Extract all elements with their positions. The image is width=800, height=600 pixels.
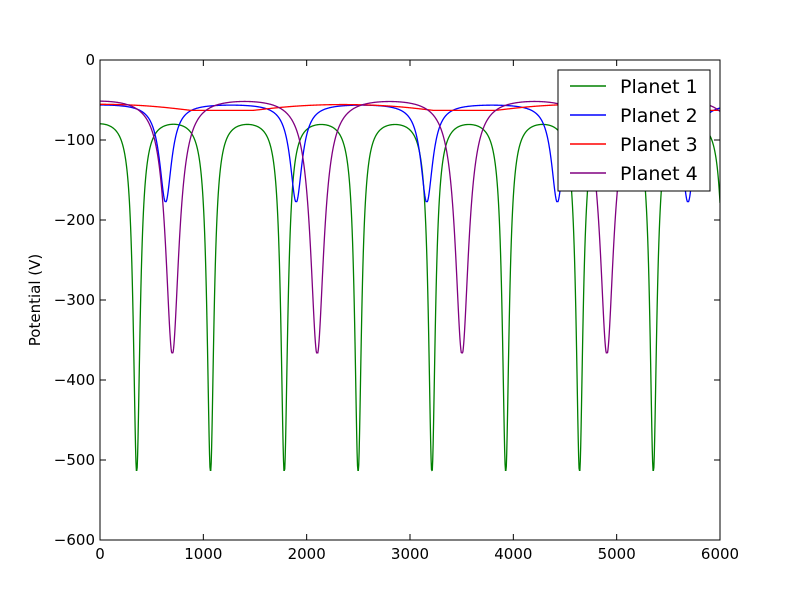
x-tick-label: 0 [95, 545, 105, 563]
y-tick-label: −200 [54, 211, 95, 229]
x-tick-label: 2000 [288, 545, 326, 563]
legend: Planet 1 Planet 2 Planet 3 Planet 4 [557, 69, 711, 192]
y-tick-label: 0 [85, 51, 95, 69]
y-tick-label: −600 [54, 531, 95, 549]
x-tick-label: 6000 [701, 545, 739, 563]
legend-label: Planet 4 [620, 163, 698, 185]
legend-label: Planet 3 [620, 134, 698, 156]
legend-box [557, 69, 711, 192]
x-tick-label: 3000 [391, 545, 429, 563]
y-tick-label: −100 [54, 131, 95, 149]
axis-ticks: 0 1000 2000 3000 4000 5000 6000 0 −100 −200 −300 −4… [54, 51, 739, 563]
y-axis-label: Potential (V) [26, 254, 44, 346]
y-tick-label: −400 [54, 371, 95, 389]
legend-label: Planet 2 [620, 105, 698, 127]
legend-label: Planet 1 [620, 76, 698, 98]
y-tick-label: −500 [54, 451, 95, 469]
y-tick-label: −300 [54, 291, 95, 309]
series-line-planet-4 [100, 100, 720, 354]
x-tick-label: 5000 [598, 545, 636, 563]
x-tick-label: 1000 [184, 545, 222, 563]
x-tick-label: 4000 [494, 545, 532, 563]
